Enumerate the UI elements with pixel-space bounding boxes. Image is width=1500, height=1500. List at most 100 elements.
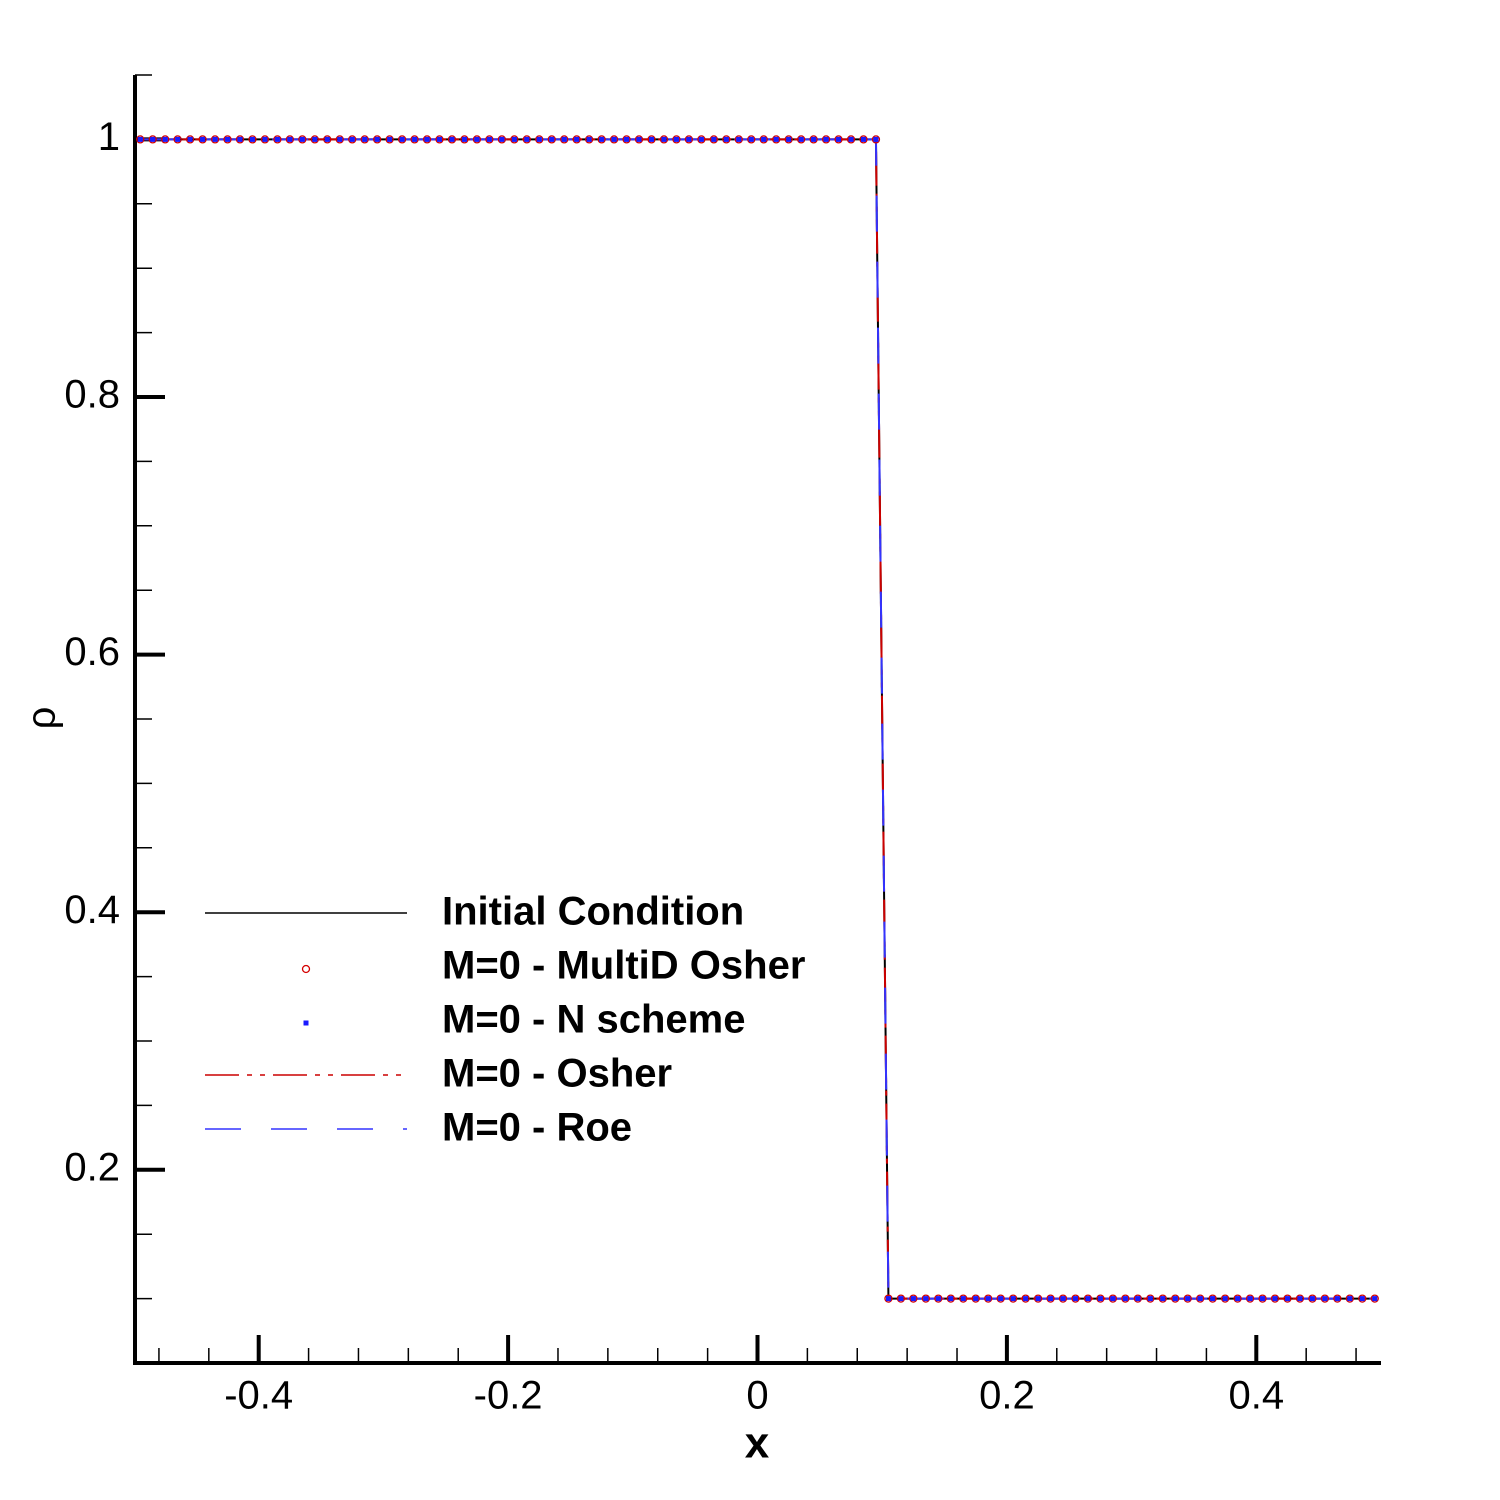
marker <box>474 136 480 142</box>
legend-label: M=0 - MultiD Osher <box>442 944 805 988</box>
marker <box>761 136 767 142</box>
legend-swatch <box>301 964 311 974</box>
marker <box>1135 1296 1141 1302</box>
marker <box>150 136 156 142</box>
marker <box>1358 1294 1367 1303</box>
y-tick-label: 1 <box>98 115 120 159</box>
marker <box>1060 1296 1066 1302</box>
marker <box>1309 1296 1315 1302</box>
marker <box>260 135 270 144</box>
legend-label: M=0 - N scheme <box>442 998 745 1042</box>
marker <box>173 135 182 144</box>
marker <box>524 136 530 142</box>
marker <box>1258 1294 1267 1303</box>
marker <box>885 1296 891 1302</box>
marker <box>811 136 817 142</box>
marker <box>1008 1294 1018 1303</box>
marker <box>1372 1296 1378 1302</box>
marker <box>185 135 195 144</box>
marker <box>1295 1294 1305 1303</box>
marker <box>223 135 232 144</box>
marker <box>1160 1296 1166 1302</box>
marker <box>736 136 742 142</box>
marker <box>622 135 631 144</box>
marker <box>821 135 831 144</box>
marker <box>1220 1294 1230 1303</box>
marker <box>298 135 307 144</box>
marker <box>985 1296 991 1302</box>
marker <box>634 135 644 144</box>
marker <box>599 136 605 142</box>
marker <box>996 1294 1005 1303</box>
marker <box>647 135 656 144</box>
marker <box>337 136 343 142</box>
marker <box>709 135 719 144</box>
marker <box>873 136 879 142</box>
marker <box>424 136 430 142</box>
marker <box>324 136 330 142</box>
marker <box>461 136 467 142</box>
marker <box>1260 1296 1266 1302</box>
marker <box>1235 1296 1241 1302</box>
marker <box>898 1296 904 1302</box>
marker <box>796 135 806 144</box>
marker <box>1172 1296 1178 1302</box>
marker <box>200 136 206 142</box>
marker <box>449 136 455 142</box>
marker <box>773 136 779 142</box>
marker <box>485 135 494 144</box>
y-tick-label: 0.8 <box>64 373 120 417</box>
marker <box>697 135 706 144</box>
marker <box>572 135 581 144</box>
marker <box>187 136 193 142</box>
marker <box>435 135 444 144</box>
marker <box>162 136 168 142</box>
marker <box>1334 1296 1340 1302</box>
marker <box>1208 1294 1217 1303</box>
marker <box>748 136 754 142</box>
marker <box>859 135 868 144</box>
marker <box>1046 1294 1055 1303</box>
marker <box>472 135 482 144</box>
marker <box>447 135 457 144</box>
marker <box>786 136 792 142</box>
marker <box>360 135 369 144</box>
marker <box>1010 1296 1016 1302</box>
marker <box>1171 1294 1180 1303</box>
legend-swatch <box>303 1020 309 1026</box>
marker <box>410 135 419 144</box>
marker <box>649 136 655 142</box>
marker <box>212 136 218 142</box>
marker <box>522 135 531 144</box>
marker <box>711 136 717 142</box>
marker <box>772 135 781 144</box>
marker <box>1197 1296 1203 1302</box>
marker <box>1245 1294 1255 1303</box>
x-axis-label: x <box>745 1419 770 1468</box>
marker <box>1320 1294 1330 1303</box>
marker <box>323 135 332 144</box>
marker <box>175 136 181 142</box>
marker <box>896 1294 906 1303</box>
marker <box>312 136 318 142</box>
marker <box>1108 1294 1118 1303</box>
marker <box>1233 1294 1242 1303</box>
marker <box>1222 1296 1228 1302</box>
marker <box>636 136 642 142</box>
marker <box>960 1296 966 1302</box>
marker <box>535 135 544 144</box>
y-tick-label: 0.2 <box>64 1145 120 1189</box>
marker <box>1283 1294 1292 1303</box>
marker <box>923 1296 929 1302</box>
marker <box>909 1294 918 1303</box>
marker <box>759 135 768 144</box>
series-line <box>140 138 1375 1300</box>
marker <box>1133 1294 1142 1303</box>
marker <box>747 135 756 144</box>
marker <box>1033 1294 1043 1303</box>
marker <box>1308 1294 1317 1303</box>
marker <box>597 135 606 144</box>
marker <box>723 136 729 142</box>
series-line <box>140 138 1375 1300</box>
